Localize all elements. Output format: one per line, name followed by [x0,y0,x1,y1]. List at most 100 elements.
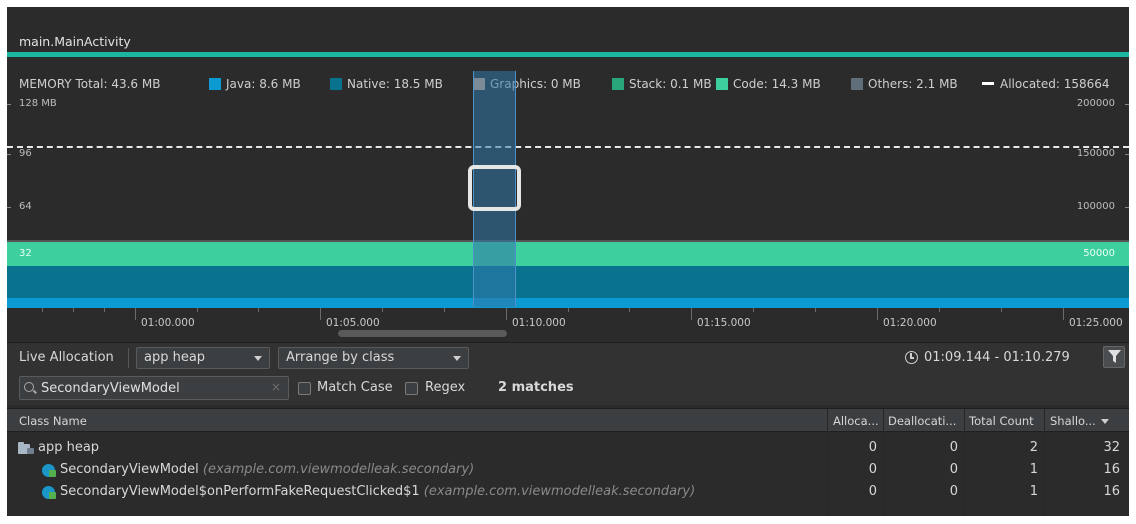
left-axis-label-128: 128 MB [19,98,57,109]
package-name-text: (example.com.viewmodelleak.secondary) [202,462,475,477]
column-divider [827,409,828,433]
others-band [7,240,1129,242]
heap-icon [18,442,34,454]
allocated-dashed-line [7,146,1129,148]
major-tick [1063,308,1064,320]
java-swatch [209,78,221,90]
column-divider [883,409,884,433]
minor-tick [1001,308,1002,312]
search-icon [24,382,34,392]
major-tick [691,308,692,320]
column-divider [827,432,828,516]
legend-code-text: Code: 14.3 MB [733,77,821,91]
filter-icon [1108,350,1121,363]
column-class-name[interactable]: Class Name [19,414,87,428]
clear-search-icon[interactable]: × [271,380,282,394]
package-name-text: (example.com.viewmodelleak.secondary) [423,484,696,499]
left-axis-label-96: 96 [19,148,32,159]
timeline-scrollbar[interactable] [338,330,507,337]
minor-tick [258,308,259,312]
selection-drag-handle[interactable] [468,165,521,211]
minor-tick [444,308,445,312]
row-total-count: 1 [1029,484,1038,499]
memory-legend: MEMORY Total: 43.6 MB Java: 8.6 MB Nativ… [19,77,1124,93]
time-label: 01:15.000 [697,317,751,329]
left-axis-tick [7,207,11,208]
table-row[interactable]: SecondaryViewModel$onPerformFakeRequestC… [7,482,1129,502]
memory-chart[interactable]: MEMORY Total: 43.6 MB Java: 8.6 MB Nativ… [7,57,1129,337]
class-name-text: SecondaryViewModel [60,462,199,477]
time-label: 01:10.000 [512,317,566,329]
row-shallow-size: 16 [1103,462,1120,477]
chevron-down-icon [254,356,262,361]
column-divider [883,432,884,516]
code-band [7,242,1129,266]
table-row[interactable]: app heap 0 0 2 32 [7,438,1129,458]
left-axis-label-64: 64 [19,201,32,212]
java-band [7,298,1129,308]
search-box[interactable]: × [19,376,289,400]
regex-checkbox[interactable] [405,382,418,395]
native-band [7,266,1129,298]
legend-allocated-text: Allocated: 158664 [1000,77,1110,91]
time-label: 01:00.000 [141,317,195,329]
column-allocations[interactable]: Alloca... [833,414,879,428]
time-label: 01:05.000 [326,317,380,329]
right-axis-label-150000: 150000 [1076,148,1115,159]
match-case-checkbox[interactable] [298,382,311,395]
class-table: app heap 0 0 2 32 SecondaryViewModel (ex… [7,432,1129,516]
search-toolbar: × Match Case Regex 2 matches [7,372,1129,405]
major-tick [135,308,136,320]
search-input[interactable] [41,380,266,396]
sort-descending-icon [1100,419,1109,424]
heap-select[interactable]: app heap [136,347,270,369]
time-label: 01:25.000 [1069,317,1123,329]
arrange-select[interactable]: Arrange by class [278,347,469,369]
right-axis-tick [1125,154,1129,155]
time-label: 01:20.000 [883,317,937,329]
row-class-name: app heap [38,440,100,455]
match-case-label[interactable]: Match Case [317,380,393,395]
column-divider [1044,409,1045,433]
profiler-window: main.MainActivity MEMORY Total: 43.6 MB … [7,7,1129,516]
session-title[interactable]: main.MainActivity [19,34,131,49]
time-axis: 01:00.000 01:05.000 01:10.000 01:15.000 … [7,308,1129,338]
row-total-count: 1 [1029,462,1038,477]
column-divider [1044,432,1045,516]
right-axis-label-100000: 100000 [1076,201,1115,212]
column-divider [964,409,965,433]
row-dealloc-count: 0 [949,484,958,499]
column-total-count[interactable]: Total Count [969,414,1034,428]
minor-tick [197,308,198,312]
major-tick [320,308,321,320]
right-axis-label-50000: 50000 [1083,248,1115,259]
stack-swatch [612,78,624,90]
table-row[interactable]: SecondaryViewModel (example.com.viewmode… [7,460,1129,480]
selection-range[interactable] [473,71,516,307]
column-deallocations[interactable]: Deallocati... [888,414,957,428]
legend-total: MEMORY Total: 43.6 MB [19,77,160,91]
legend-others: Others: 2.1 MB [851,77,958,91]
minor-tick [939,308,940,312]
table-header: Class Name Alloca... Deallocati... Total… [7,408,1129,433]
regex-label[interactable]: Regex [425,380,466,395]
chevron-down-icon [453,356,461,361]
legend-java: Java: 8.6 MB [209,77,301,91]
minor-tick [629,308,630,312]
allocated-dash-swatch [982,82,994,85]
class-icon [42,464,56,477]
session-activity-bar [7,52,1129,57]
minor-tick [815,308,816,312]
others-swatch [851,78,863,90]
row-class-name: SecondaryViewModel$onPerformFakeRequestC… [60,484,695,499]
right-axis-label-200000: 200000 [1076,98,1115,109]
legend-java-text: Java: 8.6 MB [226,77,301,91]
column-shallow-size-label: Shallo... [1050,414,1096,428]
right-axis-tick [1125,104,1129,105]
filter-button[interactable] [1103,346,1125,368]
row-dealloc-count: 0 [949,462,958,477]
major-tick [506,308,507,320]
arrange-select-value: Arrange by class [286,350,395,365]
column-shallow-size[interactable]: Shallo... [1050,414,1109,428]
row-class-name: SecondaryViewModel (example.com.viewmode… [60,462,474,477]
